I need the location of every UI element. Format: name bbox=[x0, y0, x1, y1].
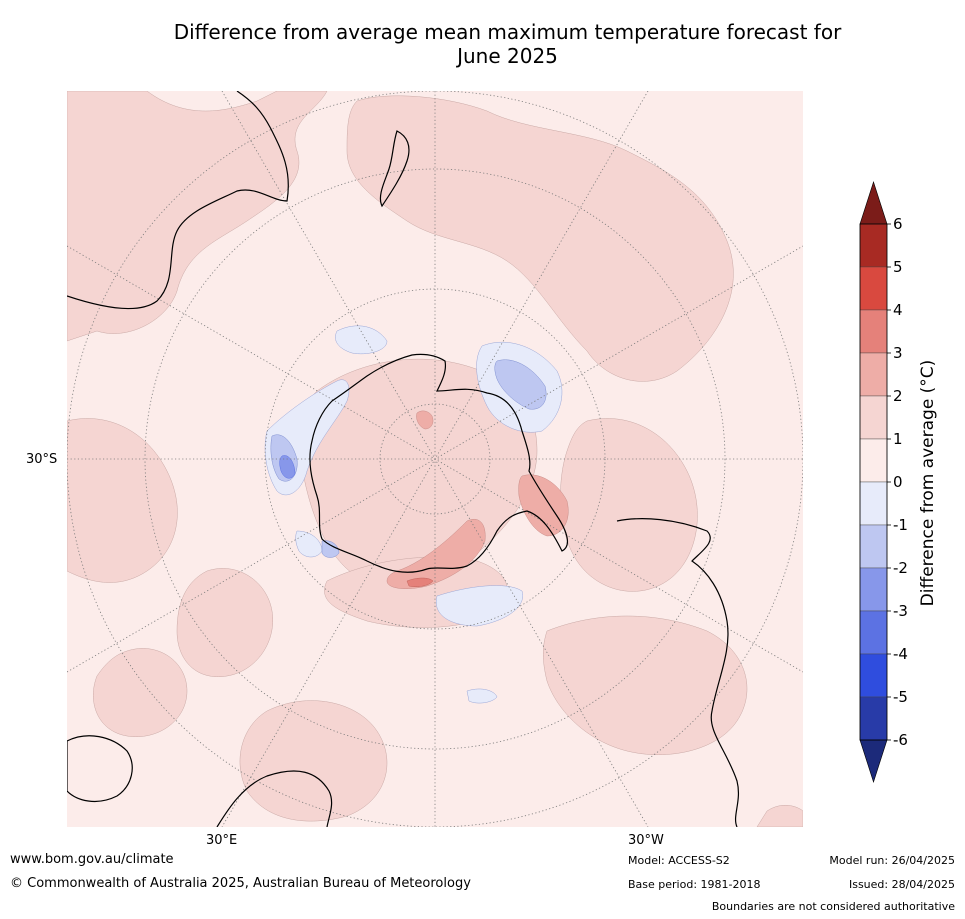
colorbar-band-m6-m5 bbox=[859, 696, 888, 741]
colorbar-tick-label: 3 bbox=[893, 344, 903, 362]
lon-label-30w: 30°W bbox=[628, 833, 664, 848]
anomaly-minus3-to-minus2-regions bbox=[279, 455, 296, 479]
africa-coastline bbox=[67, 91, 289, 310]
footer-copyright: © Commonwealth of Australia 2025, Austra… bbox=[10, 876, 471, 891]
anomaly-2-to-3-regions bbox=[386, 410, 569, 589]
colorbar-tick-label: 4 bbox=[893, 301, 903, 319]
colorbar-tick-label: -4 bbox=[893, 645, 908, 663]
colorbar-tick-label: -6 bbox=[893, 731, 908, 749]
footer-base-period: Base period: 1981-2018 bbox=[628, 878, 761, 891]
colorbar-band-3-4 bbox=[859, 309, 888, 354]
footer-model-run: Model run: 26/04/2025 bbox=[829, 854, 955, 867]
colorbar-tick-label: 0 bbox=[893, 473, 903, 491]
colorbar-band-2-3 bbox=[859, 352, 888, 397]
graticule bbox=[67, 91, 803, 827]
title-line-1: Difference from average mean maximum tem… bbox=[173, 20, 842, 44]
coastlines bbox=[67, 91, 740, 827]
anomaly-3-to-4-regions bbox=[406, 577, 434, 588]
colorbar-extend-bottom bbox=[859, 739, 888, 783]
colorbar-bands bbox=[859, 181, 888, 783]
map-title: Difference from average mean maximum tem… bbox=[0, 20, 965, 68]
colorbar-band-5-6 bbox=[859, 223, 888, 268]
footer-boundaries: Boundaries are not considered authoritat… bbox=[711, 900, 955, 913]
title-line-2: June 2025 bbox=[457, 44, 558, 68]
colorbar: 6 5 4 3 2 1 0 -1 -2 -3 -4 -5 -6 bbox=[859, 181, 908, 783]
anomaly-1-to-2-regions bbox=[67, 91, 803, 827]
colorbar-title: Difference from average (°C) bbox=[918, 359, 938, 607]
colorbar-tick-label: -3 bbox=[893, 602, 908, 620]
colorbar-band-m2-m1 bbox=[859, 524, 888, 569]
colorbar-band-0-1 bbox=[859, 438, 888, 483]
colorbar-tick-label: 5 bbox=[893, 258, 903, 276]
forecast-map bbox=[67, 91, 803, 827]
colorbar-tick-label: -1 bbox=[893, 516, 908, 534]
colorbar-tick-label: -5 bbox=[893, 688, 908, 706]
colorbar-tick-label: 6 bbox=[893, 215, 903, 233]
australia-coastline bbox=[216, 770, 333, 827]
colorbar-ticks: 6 5 4 3 2 1 0 -1 -2 -3 -4 -5 -6 bbox=[887, 215, 908, 749]
colorbar-tick-label: 2 bbox=[893, 387, 903, 405]
footer-issued: Issued: 28/04/2025 bbox=[848, 878, 955, 891]
colorbar-tick-label: -2 bbox=[893, 559, 908, 577]
colorbar-band-m4-m3 bbox=[859, 610, 888, 655]
colorbar-extend-top bbox=[859, 181, 888, 225]
colorbar-band-4-5 bbox=[859, 266, 888, 311]
lon-label-30e: 30°E bbox=[206, 833, 238, 848]
colorbar-band-1-2 bbox=[859, 395, 888, 440]
lat-label-30s: 30°S bbox=[26, 452, 58, 467]
colorbar-tick-label: 1 bbox=[893, 430, 903, 448]
footer-model: Model: ACCESS-S2 bbox=[628, 854, 730, 867]
south-america-coastline bbox=[616, 518, 740, 827]
footer-url: www.bom.gov.au/climate bbox=[10, 852, 174, 867]
antarctica-coastline bbox=[309, 353, 569, 573]
colorbar-band-m1-0 bbox=[859, 481, 888, 526]
madagascar-coastline bbox=[67, 735, 133, 803]
new-zealand-coastline bbox=[379, 130, 410, 208]
colorbar-band-m3-m2 bbox=[859, 567, 888, 612]
colorbar-band-m5-m4 bbox=[859, 653, 888, 698]
